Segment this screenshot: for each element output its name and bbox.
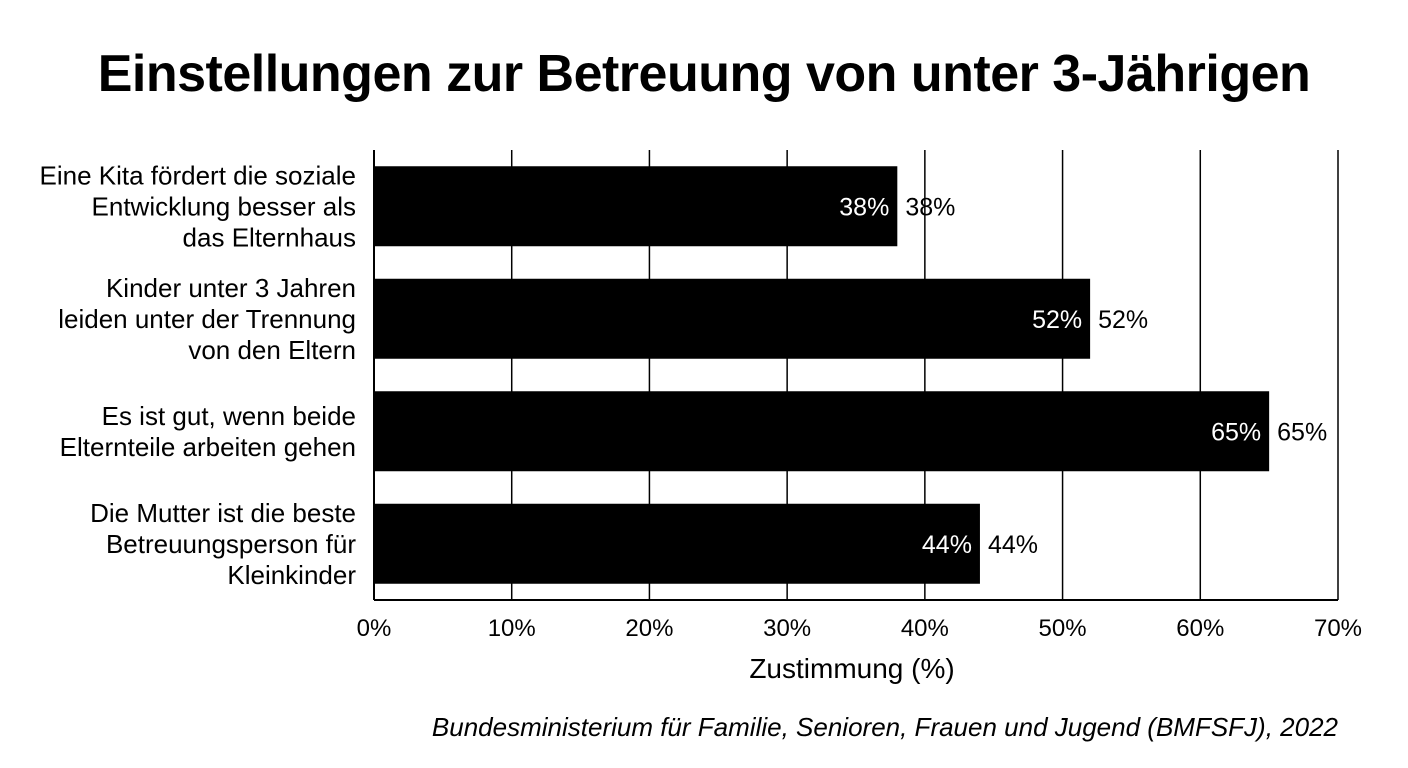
category-label: Die Mutter ist die beste Betreuungsperson…	[90, 498, 356, 590]
bars: 38% 38% 52% 52% 65% 65% 44% 44%	[374, 166, 1327, 584]
category-label-line: Kleinkinder	[227, 560, 356, 590]
x-tick-label: 30%	[763, 615, 811, 642]
bar	[374, 391, 1270, 472]
x-tick-label: 60%	[1176, 615, 1224, 642]
category-labels: Eine Kita fördert die soziale Entwicklung…	[39, 160, 356, 590]
bar-value-label: 65%	[1277, 418, 1327, 446]
category-label-line: Kinder unter 3 Jahren	[106, 273, 356, 303]
category-label-line: Entwicklung besser als	[92, 191, 356, 221]
x-axis-ticks: 0% 10% 20% 30% 40% 50% 60% 70%	[357, 615, 1362, 642]
x-axis-title: Zustimmung (%)	[749, 653, 954, 684]
bar-value-label-inside: 65%	[1211, 418, 1261, 446]
bar	[374, 503, 980, 584]
bar-value-label: 38%	[905, 193, 955, 221]
bar-value-label: 44%	[988, 531, 1038, 559]
category-label-line: Elternteile arbeiten gehen	[60, 432, 356, 462]
category-label-line: Betreuungsperson für	[106, 529, 356, 559]
source-note: Bundesministerium für Familie, Senioren,…	[431, 712, 1338, 742]
chart-title: Einstellungen zur Betreuung von unter 3-…	[97, 45, 1311, 103]
bar-value-label-inside: 44%	[922, 531, 972, 559]
x-tick-label: 20%	[625, 615, 673, 642]
x-tick-label: 0%	[357, 615, 392, 642]
x-tick-label: 50%	[1039, 615, 1087, 642]
category-label-line: Eine Kita fördert die soziale	[39, 160, 356, 190]
category-label: Kinder unter 3 Jahren leiden unter der Tr…	[58, 273, 356, 365]
category-label: Es ist gut, wenn beide Elternteile arbeit…	[60, 401, 356, 462]
bar-value-label-inside: 52%	[1032, 306, 1082, 334]
category-label: Eine Kita fördert die soziale Entwicklung…	[39, 160, 356, 252]
bar	[374, 278, 1091, 359]
category-label-line: Es ist gut, wenn beide	[102, 401, 356, 431]
x-tick-label: 10%	[488, 615, 536, 642]
category-label-line: das Elternhaus	[183, 222, 356, 252]
bar-value-label-inside: 38%	[839, 193, 889, 221]
category-label-line: von den Eltern	[188, 335, 356, 365]
x-tick-label: 40%	[901, 615, 949, 642]
category-label-line: leiden unter der Trennung	[58, 304, 356, 334]
bar-value-label: 52%	[1098, 306, 1148, 334]
category-label-line: Die Mutter ist die beste	[90, 498, 356, 528]
bar	[374, 166, 898, 247]
x-tick-label: 70%	[1314, 615, 1362, 642]
